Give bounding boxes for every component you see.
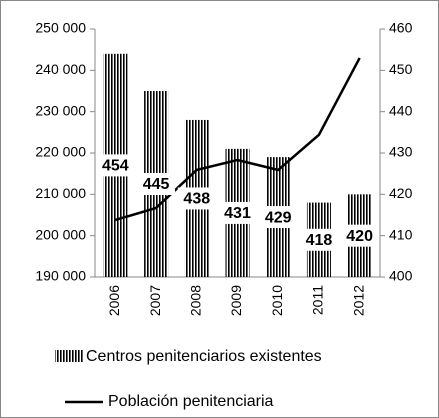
y2-tick-label: 430 <box>389 144 413 160</box>
x-tick-label: 2008 <box>187 285 203 316</box>
y-tick-label: 250 000 <box>35 20 86 36</box>
x-tick-label: 2011 <box>310 285 326 315</box>
x-tick-label: 2009 <box>228 285 244 316</box>
y2-tick-label: 410 <box>389 226 413 242</box>
y-tick-label: 220 000 <box>35 144 86 160</box>
y-tick-label: 230 000 <box>35 102 86 118</box>
data-label-bg <box>218 201 257 224</box>
data-label-bg <box>96 154 135 177</box>
data-label: 454 <box>102 158 129 175</box>
legend-swatch <box>55 350 83 362</box>
data-label-bg <box>177 187 216 210</box>
data-label-bg <box>137 173 176 195</box>
x-tick-label: 2006 <box>106 285 122 316</box>
x-tick-label: 2012 <box>350 285 366 316</box>
y2-tick-label: 460 <box>389 20 413 36</box>
y2-tick-label: 420 <box>389 185 413 201</box>
y-tick-label: 240 000 <box>35 61 86 77</box>
y-tick-label: 200 000 <box>35 226 86 242</box>
data-label: 445 <box>143 176 170 193</box>
legend-label: Población penitenciaria <box>108 393 274 410</box>
data-label-bg <box>340 224 379 247</box>
x-tick-label: 2010 <box>269 285 285 316</box>
data-label: 420 <box>346 228 373 245</box>
y2-tick-label: 400 <box>389 268 413 284</box>
data-label-bg <box>259 206 298 229</box>
data-label: 429 <box>265 209 292 226</box>
y2-tick-label: 440 <box>389 102 413 118</box>
legend-label: Centros penitenciarios existentes <box>86 348 322 365</box>
y-tick-label: 210 000 <box>35 185 86 201</box>
x-tick-label: 2007 <box>147 285 163 316</box>
data-label: 438 <box>183 191 210 208</box>
y-tick-label: 190 000 <box>35 268 86 284</box>
data-label: 431 <box>224 205 251 222</box>
data-label: 418 <box>306 232 333 249</box>
line <box>115 57 361 222</box>
y2-tick-label: 450 <box>389 61 413 77</box>
data-label-bg <box>299 228 338 251</box>
